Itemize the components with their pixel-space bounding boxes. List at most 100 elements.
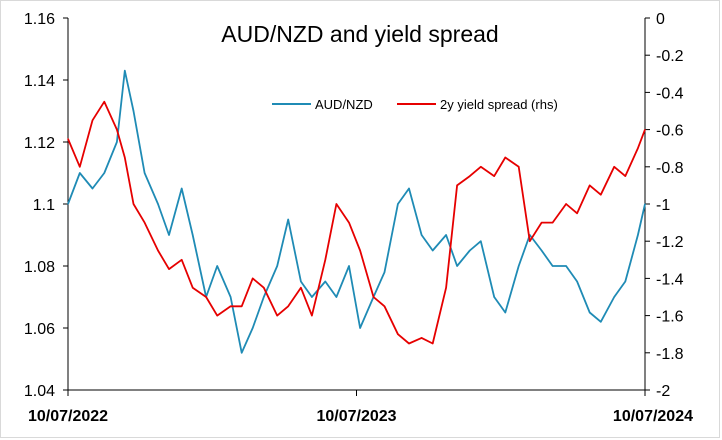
data-point-yield-spread: [144, 222, 146, 224]
data-point-yield-spread: [124, 156, 126, 159]
x-tick-label: 10/07/2023: [316, 408, 396, 425]
data-point-audnzd: [480, 240, 482, 242]
data-point-yield-spread: [469, 175, 471, 177]
data-point-audnzd: [408, 187, 410, 190]
data-point-audnzd: [276, 265, 278, 267]
data-point-audnzd: [335, 296, 337, 298]
data-point-audnzd: [144, 172, 146, 174]
data-point-yield-spread: [408, 342, 410, 345]
data-point-audnzd: [324, 280, 326, 283]
data-point-yield-spread: [79, 166, 81, 168]
data-point-audnzd: [216, 265, 218, 267]
data-point-audnzd: [348, 265, 350, 267]
data-point-yield-spread: [335, 203, 337, 205]
data-point-yield-spread: [276, 315, 278, 317]
right-tick-label: -2: [656, 383, 670, 400]
axes: 1.04 1.06 1.08 1.1 1.12 1.14 1.16 -2 -1.8 -1.6 -1.…: [24, 11, 693, 425]
data-point-yield-spread: [300, 287, 302, 289]
data-point-yield-spread: [263, 287, 265, 289]
data-point-audnzd: [565, 265, 567, 267]
x-tick-label: 10/07/2022: [28, 408, 108, 425]
data-point-yield-spread: [181, 259, 183, 261]
data-point-yield-spread: [383, 305, 386, 307]
data-point-audnzd: [432, 249, 434, 252]
data-point-yield-spread: [432, 342, 434, 345]
data-point-yield-spread: [421, 337, 423, 339]
x-tick-label: 10/07/2024: [613, 408, 693, 425]
right-tick-label: -1.2: [656, 234, 684, 251]
data-point-yield-spread: [504, 156, 506, 159]
data-point-audnzd: [589, 311, 591, 314]
left-tick-label: 1.14: [24, 73, 55, 90]
data-point-yield-spread: [637, 147, 639, 149]
data-point-audnzd: [624, 280, 626, 283]
data-point-yield-spread: [600, 194, 602, 196]
data-point-audnzd: [67, 203, 69, 205]
data-point-audnzd: [157, 203, 159, 205]
data-point-audnzd: [230, 296, 232, 298]
data-point-audnzd: [469, 249, 471, 252]
data-point-audnzd: [637, 234, 639, 236]
data-point-yield-spread: [192, 287, 194, 289]
data-point-audnzd: [181, 187, 183, 190]
data-point-yield-spread: [529, 240, 531, 242]
data-point-audnzd: [241, 352, 243, 354]
data-point-audnzd: [421, 234, 423, 236]
data-point-yield-spread: [541, 222, 543, 224]
data-point-yield-spread: [324, 259, 326, 261]
right-tick-label: -1.8: [656, 346, 684, 363]
left-tick-label: 1.16: [24, 11, 55, 28]
left-tick-label: 1.06: [24, 321, 55, 338]
data-point-yield-spread: [565, 203, 567, 205]
data-point-audnzd: [445, 234, 447, 236]
right-tick-label: 0: [656, 11, 665, 28]
data-point-yield-spread: [445, 287, 447, 289]
data-point-audnzd: [576, 280, 578, 283]
data-point-yield-spread: [287, 305, 289, 307]
data-point-yield-spread: [67, 138, 69, 140]
legend-label-audnzd: AUD/NZD: [315, 97, 373, 112]
data-point-yield-spread: [589, 184, 591, 186]
data-point-yield-spread: [624, 175, 626, 177]
data-point-audnzd: [600, 321, 602, 323]
series-layer: [67, 69, 646, 354]
series-line-audnzd: [67, 69, 646, 354]
data-point-audnzd: [359, 327, 361, 329]
right-tick-label: -1.4: [656, 271, 684, 288]
data-point-audnzd: [504, 311, 506, 314]
data-point-yield-spread: [613, 166, 615, 168]
right-tick-label: -0.4: [656, 85, 684, 102]
data-point-audnzd: [252, 327, 254, 329]
data-point-yield-spread: [348, 222, 350, 224]
data-point-yield-spread: [644, 129, 646, 131]
data-point-audnzd: [132, 110, 135, 112]
data-point-audnzd: [613, 296, 615, 298]
data-point-yield-spread: [205, 296, 207, 298]
data-point-yield-spread: [480, 166, 482, 168]
data-point-yield-spread: [576, 212, 578, 214]
chart-title: AUD/NZD and yield spread: [221, 21, 498, 47]
data-point-yield-spread: [493, 175, 495, 177]
data-point-audnzd: [79, 172, 81, 174]
data-point-yield-spread: [456, 184, 458, 186]
data-point-yield-spread: [518, 166, 520, 168]
right-tick-label: -0.2: [656, 48, 684, 65]
data-point-yield-spread: [359, 249, 361, 252]
left-tick-label: 1.04: [24, 383, 55, 400]
left-tick-label: 1.1: [33, 197, 55, 214]
right-tick-label: -1.6: [656, 309, 684, 326]
data-point-audnzd: [311, 296, 313, 298]
data-point-yield-spread: [116, 129, 118, 131]
data-point-yield-spread: [168, 268, 170, 270]
data-point-audnzd: [287, 218, 289, 221]
data-point-yield-spread: [372, 296, 375, 298]
data-point-audnzd: [263, 296, 265, 298]
left-tick-label: 1.12: [24, 135, 55, 152]
data-point-audnzd: [192, 234, 194, 236]
data-point-audnzd: [552, 265, 554, 267]
right-tick-label: -1: [656, 197, 670, 214]
data-point-yield-spread: [552, 222, 554, 224]
data-point-audnzd: [541, 249, 543, 252]
data-point-yield-spread: [132, 203, 135, 205]
data-point-audnzd: [168, 234, 170, 236]
